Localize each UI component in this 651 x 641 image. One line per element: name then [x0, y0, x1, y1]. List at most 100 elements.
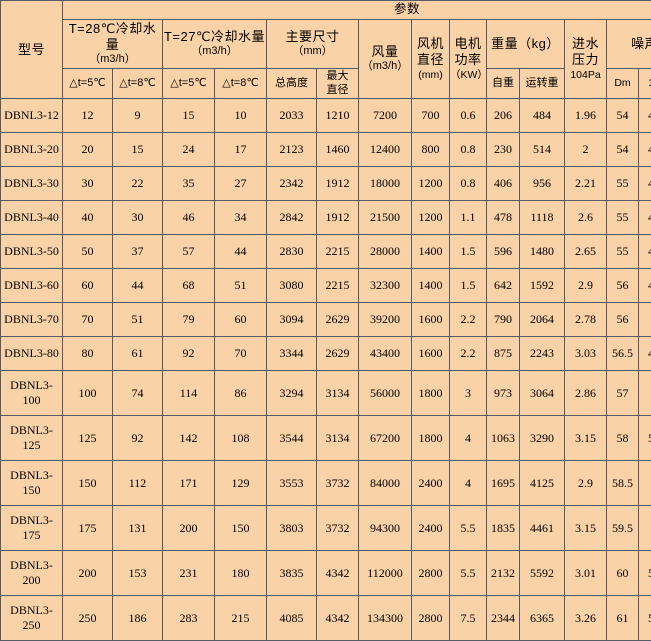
- cell-value: 2.9: [564, 268, 607, 304]
- cell-value: 51: [214, 268, 267, 304]
- cell-value: 206: [486, 98, 520, 134]
- cell-value: 200: [62, 550, 113, 596]
- header-cooling-28-label: T=28℃冷却水量: [68, 20, 157, 52]
- cell-value: 3094: [266, 302, 317, 338]
- table-row: DBNL3- 150 150 112 171 129 3553 3732 84000 2400 4 1…: [0, 460, 651, 506]
- cell-value: 2344: [486, 595, 520, 641]
- cell-model-line1: DBNL3-: [10, 558, 53, 572]
- cell-value: 58: [606, 415, 639, 461]
- header-airflow-unit: （m3/h）: [361, 60, 409, 73]
- table-row: DBNL3-50 50 37 57 44 2830 2215 28000 1400 1.5 596 1…: [0, 234, 651, 270]
- cell-value: 1400: [411, 234, 450, 270]
- cell-value: 44: [112, 268, 163, 304]
- cell-value: 1800: [411, 370, 450, 416]
- cell-value: 153: [112, 550, 163, 596]
- cell-value: 39200: [358, 302, 412, 338]
- cell-value: 54: [606, 132, 639, 168]
- cell-model-line2: 175: [22, 528, 41, 542]
- cell-model: DBNL3-60: [0, 268, 63, 304]
- cell-value: 5.5: [449, 550, 487, 596]
- cell-value: 0.6: [449, 98, 487, 134]
- cell-value: 55: [606, 166, 639, 202]
- cell-value: 2830: [266, 234, 317, 270]
- header-water-pressure-line2: 压力: [571, 52, 599, 68]
- cell-value: 4085: [266, 595, 317, 641]
- cell-value: 2.6: [564, 200, 607, 236]
- cell-value: 3134: [316, 415, 359, 461]
- table-row: DBNL3- 200 200 153 231 180 3835 4342 112000 2800 5…: [0, 550, 651, 596]
- cell-value: 67200: [358, 415, 412, 461]
- cell-value: 1835: [486, 505, 520, 551]
- cell-value: 171: [162, 460, 215, 506]
- cell-model-line2: 150: [22, 483, 41, 497]
- cell-value: 2215: [316, 234, 359, 270]
- cell-value: 175: [62, 505, 113, 551]
- cell-value: 2033: [266, 98, 317, 134]
- cell-value: 22: [112, 166, 163, 202]
- cell-value: 231: [162, 550, 215, 596]
- header-model: 型号: [0, 0, 63, 100]
- cell-value: 27: [214, 166, 267, 202]
- table-row: DBNL3-20 20 15 24 17 2123 1460 12400 800 0.8 230 51…: [0, 132, 651, 168]
- cell-value: 43.5: [638, 200, 651, 236]
- cell-value: 3544: [266, 415, 317, 461]
- cell-value: 131: [112, 505, 163, 551]
- table-row: DBNL3-40 40 30 46 34 2842 1912 21500 1200 1.1 478 1…: [0, 200, 651, 236]
- cell-value: 7200: [358, 98, 412, 134]
- cell-value: 2629: [316, 336, 359, 371]
- cell-value: 84000: [358, 460, 412, 506]
- cell-value: 4461: [519, 505, 565, 551]
- cell-value: 1.5: [449, 268, 487, 304]
- cell-value: 52: [638, 460, 651, 506]
- cell-value: 12: [62, 98, 113, 134]
- cell-value: 3553: [266, 460, 317, 506]
- table-row: DBNL3-80 80 61 92 70 3344 2629 43400 1600 2.2 875 2…: [0, 336, 651, 371]
- cell-value: 1600: [411, 336, 450, 371]
- cell-value: 9: [112, 98, 163, 134]
- cell-value: 80: [62, 336, 113, 371]
- cell-model-line2: 250: [22, 618, 41, 632]
- table-row: DBNL3-12 12 9 15 10 2033 1210 7200 700 0.6 206 484 1…: [0, 98, 651, 134]
- header-sub-total-height: 总高度: [266, 67, 317, 100]
- cell-value: 74: [112, 370, 163, 416]
- cell-value: 2.2: [449, 302, 487, 338]
- table-row: DBNL3-60 60 44 68 51 3080 2215 32300 1400 1.5 642 1…: [0, 268, 651, 304]
- cell-model: DBNL3- 250: [0, 595, 63, 641]
- cell-value: 5.5: [449, 505, 487, 551]
- cell-value: 3290: [519, 415, 565, 461]
- cell-value: 4125: [519, 460, 565, 506]
- cell-value: 3.26: [564, 595, 607, 641]
- header-title-row: 型号 参数: [0, 0, 651, 100]
- cell-value: 61: [112, 336, 163, 371]
- cell-value: 54.6: [638, 550, 651, 596]
- cell-value: 2842: [266, 200, 317, 236]
- cell-value: 956: [519, 166, 565, 202]
- cell-value: 1592: [519, 268, 565, 304]
- cell-model: DBNL3- 125: [0, 415, 63, 461]
- cell-value: 30: [112, 200, 163, 236]
- table-row: DBNL3- 125 125 92 142 108 3544 3134 67200 1800 4 10…: [0, 415, 651, 461]
- header-group-row: T=28℃冷却水量 （m3/h） T=27℃冷却水量 （m3/h） 主要尺寸 （…: [1, 18, 651, 100]
- cell-value: 4342: [316, 550, 359, 596]
- header-cooling-27-unit: （m3/h）: [191, 45, 238, 57]
- header-water-pressure-line1: 进水: [571, 36, 599, 52]
- header-cooling-28-unit: （m3/h）: [89, 53, 136, 66]
- table-row: DBNL3- 100 100 74 114 86 3294 3134 56000 1800 3 973…: [0, 370, 651, 416]
- cell-value: 1063: [486, 415, 520, 461]
- cell-model-line1: DBNL3-: [10, 423, 53, 437]
- cell-value: 68: [162, 268, 215, 304]
- cell-value: 142: [162, 415, 215, 461]
- cell-value: 114: [162, 370, 215, 416]
- cell-value: 2800: [411, 595, 450, 641]
- cell-value: 24: [162, 132, 215, 168]
- cell-value: 1400: [411, 268, 450, 304]
- cell-value: 59.5: [606, 505, 639, 551]
- cell-value: 3.15: [564, 505, 607, 551]
- cell-value: 3134: [316, 370, 359, 416]
- cell-value: 250: [62, 595, 113, 641]
- header-sub-dt5-b: △t=5℃: [162, 67, 215, 100]
- cell-value: 79: [162, 302, 215, 338]
- header-sub-max-diameter-line1: 最大: [326, 69, 349, 82]
- cell-value: 3.01: [564, 550, 607, 596]
